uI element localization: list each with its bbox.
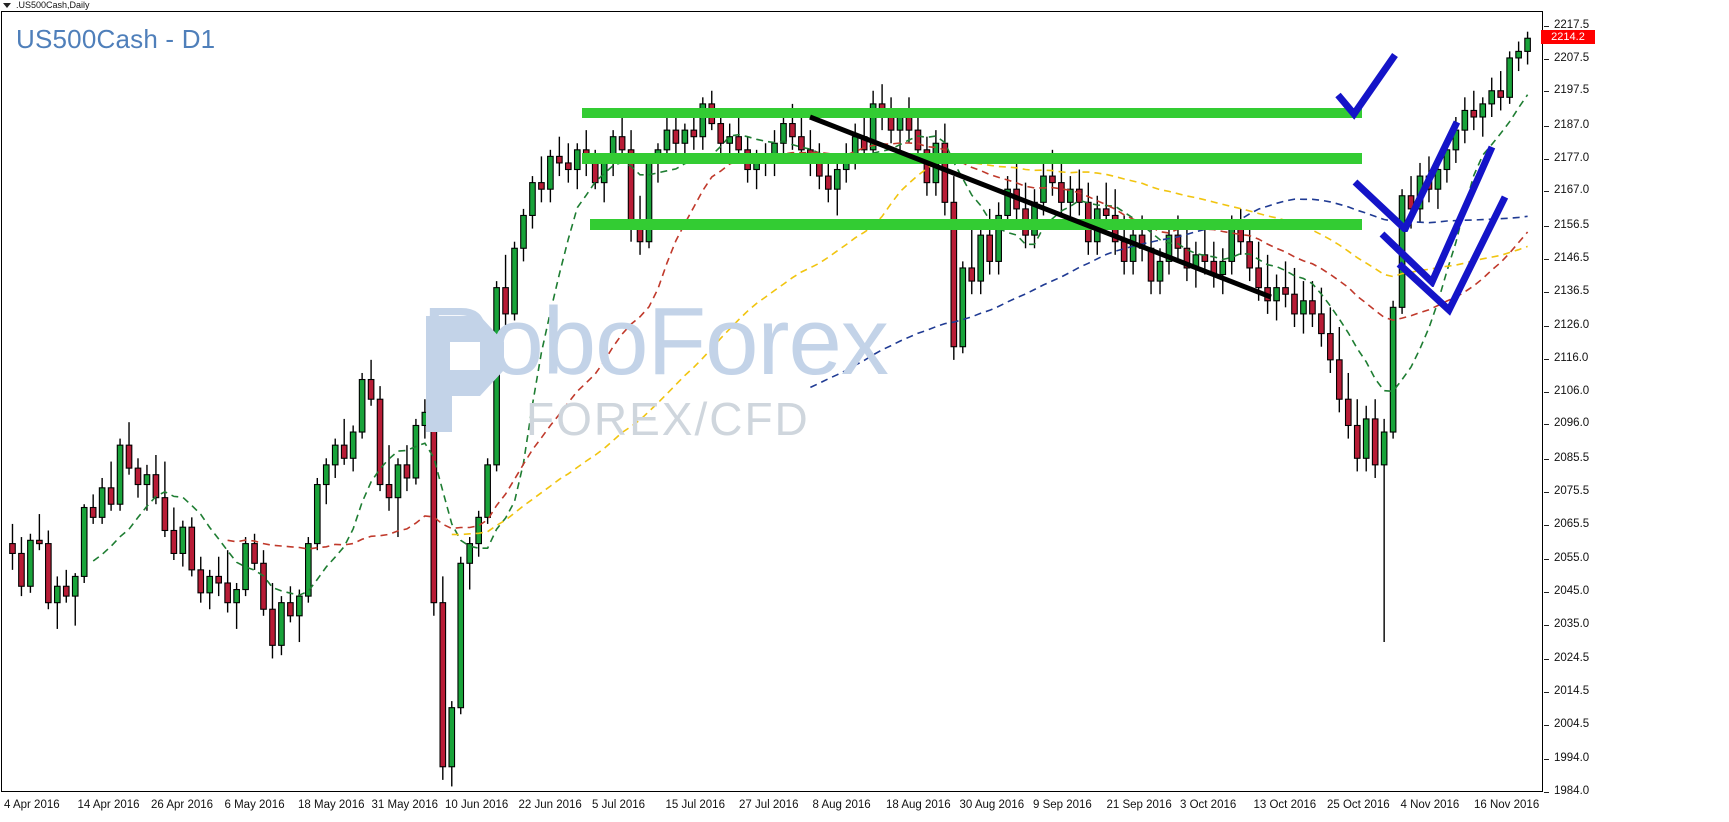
instrument-label: .US500Cash,Daily xyxy=(16,0,90,10)
price-tick-mark xyxy=(1544,225,1549,227)
price-tick-label: 2116.0 xyxy=(1554,351,1589,364)
price-tick-label: 2167.0 xyxy=(1554,184,1590,197)
date-tick-label: 18 May 2016 xyxy=(298,799,365,811)
price-tick-mark xyxy=(1544,792,1549,793)
price-tick-mark xyxy=(1544,691,1549,693)
price-tick-label: 2126.0 xyxy=(1554,319,1590,332)
price-tick-label: 2197.5 xyxy=(1554,84,1590,97)
price-tick-mark xyxy=(1544,291,1549,293)
date-tick-label: 27 Jul 2016 xyxy=(739,799,799,811)
price-axis[interactable]: 2214.2 2217.5 2207.5 2197.5 2187.0 2177.0 216… xyxy=(1541,11,1729,797)
date-tick-label: 5 Jul 2016 xyxy=(592,799,646,811)
price-tick-mark xyxy=(1544,358,1549,360)
descending-trendline xyxy=(809,114,1272,300)
date-tick-label: 25 Oct 2016 xyxy=(1327,799,1390,811)
date-tick-label: 4 Apr 2016 xyxy=(4,799,60,811)
price-tick-label: 2136.5 xyxy=(1554,284,1590,297)
price-tick-mark xyxy=(1544,191,1549,193)
price-tick-mark xyxy=(1544,524,1549,526)
date-tick-label: 6 May 2016 xyxy=(224,799,285,811)
price-tick-mark xyxy=(1544,759,1549,761)
price-tick-mark xyxy=(1544,58,1549,60)
page-title: US500Cash - D1 xyxy=(16,24,216,54)
moving-average-line xyxy=(92,94,1529,596)
price-tick-mark xyxy=(1544,424,1549,426)
instrument-strip: .US500Cash,Daily xyxy=(0,0,1729,11)
price-tick-mark xyxy=(1544,591,1549,593)
price-tick-mark xyxy=(1544,458,1549,460)
price-tick-mark xyxy=(1544,25,1549,27)
price-tick-label: 2207.5 xyxy=(1554,51,1590,64)
price-tick-label: 2096.0 xyxy=(1554,417,1590,430)
date-tick-label: 16 Nov 2016 xyxy=(1474,799,1540,811)
date-tick-label: 22 Jun 2016 xyxy=(518,799,582,811)
last-price-badge: 2214.2 xyxy=(1541,29,1595,44)
date-tick-label: 9 Sep 2016 xyxy=(1033,799,1092,811)
moving-average-line xyxy=(451,159,1528,536)
date-tick-label: 30 Aug 2016 xyxy=(959,799,1025,811)
date-tick-label: 18 Aug 2016 xyxy=(886,799,951,811)
checkmark-1 xyxy=(1335,53,1398,120)
price-tick-label: 2217.5 xyxy=(1554,18,1590,31)
price-tick-label: 2035.0 xyxy=(1554,617,1590,630)
time-axis[interactable]: 4 Apr 2016 14 Apr 2016 26 Apr 2016 6 May 20… xyxy=(1,793,1543,822)
date-tick-label: 26 Apr 2016 xyxy=(151,799,214,811)
price-tick-mark xyxy=(1544,326,1549,328)
date-tick-label: 3 Oct 2016 xyxy=(1180,799,1237,811)
price-tick-label: 2075.5 xyxy=(1554,484,1590,497)
price-tick-mark xyxy=(1544,659,1549,661)
date-tick-label: 15 Jul 2016 xyxy=(665,799,725,811)
price-tick-label: 2055.0 xyxy=(1554,552,1590,564)
price-tick-label: 2004.5 xyxy=(1554,717,1590,730)
chart-plot-area[interactable]: US500Cash - D1 RoboForex FOREX/CFD xyxy=(1,11,1543,792)
price-tick-mark xyxy=(1544,158,1549,160)
price-tick-label: 2146.5 xyxy=(1554,251,1590,264)
price-tick-mark xyxy=(1544,125,1549,127)
date-tick-label: 21 Sep 2016 xyxy=(1106,799,1172,811)
price-tick-label: 2065.5 xyxy=(1554,517,1590,530)
price-tick-label: 2177.0 xyxy=(1554,151,1590,164)
price-tick-mark xyxy=(1544,391,1549,393)
date-tick-label: 10 Jun 2016 xyxy=(445,799,509,811)
price-tick-mark xyxy=(1544,491,1549,493)
price-tick-label: 1994.0 xyxy=(1554,752,1590,765)
resistance-band-upper xyxy=(582,108,1362,118)
support-band-lower xyxy=(590,219,1362,230)
price-tick-label: 2156.5 xyxy=(1554,218,1590,231)
moving-average-line xyxy=(227,142,1529,550)
date-tick-label: 8 Aug 2016 xyxy=(812,799,871,811)
checkmark-3 xyxy=(1379,145,1496,287)
price-tick-label: 2024.5 xyxy=(1554,652,1590,665)
checkmark-4 xyxy=(1396,195,1509,316)
price-tick-label: 2187.0 xyxy=(1554,118,1590,131)
price-tick-mark xyxy=(1544,258,1549,260)
price-tick-mark xyxy=(1544,624,1549,626)
price-tick-mark xyxy=(1544,91,1549,93)
date-tick-label: 14 Apr 2016 xyxy=(77,799,140,811)
date-tick-label: 4 Nov 2016 xyxy=(1400,799,1460,811)
resistance-band-middle xyxy=(582,153,1362,164)
triangle-down-icon[interactable] xyxy=(3,3,11,8)
price-tick-label: 2045.0 xyxy=(1554,584,1590,597)
price-tick-label: 2106.0 xyxy=(1554,384,1590,397)
price-tick-label: 2085.5 xyxy=(1554,451,1590,464)
price-tick-label: 2014.5 xyxy=(1554,684,1590,697)
checkmark-2 xyxy=(1352,120,1461,232)
date-tick-label: 31 May 2016 xyxy=(371,799,439,811)
date-tick-label: 13 Oct 2016 xyxy=(1253,799,1317,811)
price-tick-mark xyxy=(1544,559,1549,560)
price-tick-mark xyxy=(1544,724,1549,726)
price-tick-label: 1984.0 xyxy=(1554,785,1590,797)
